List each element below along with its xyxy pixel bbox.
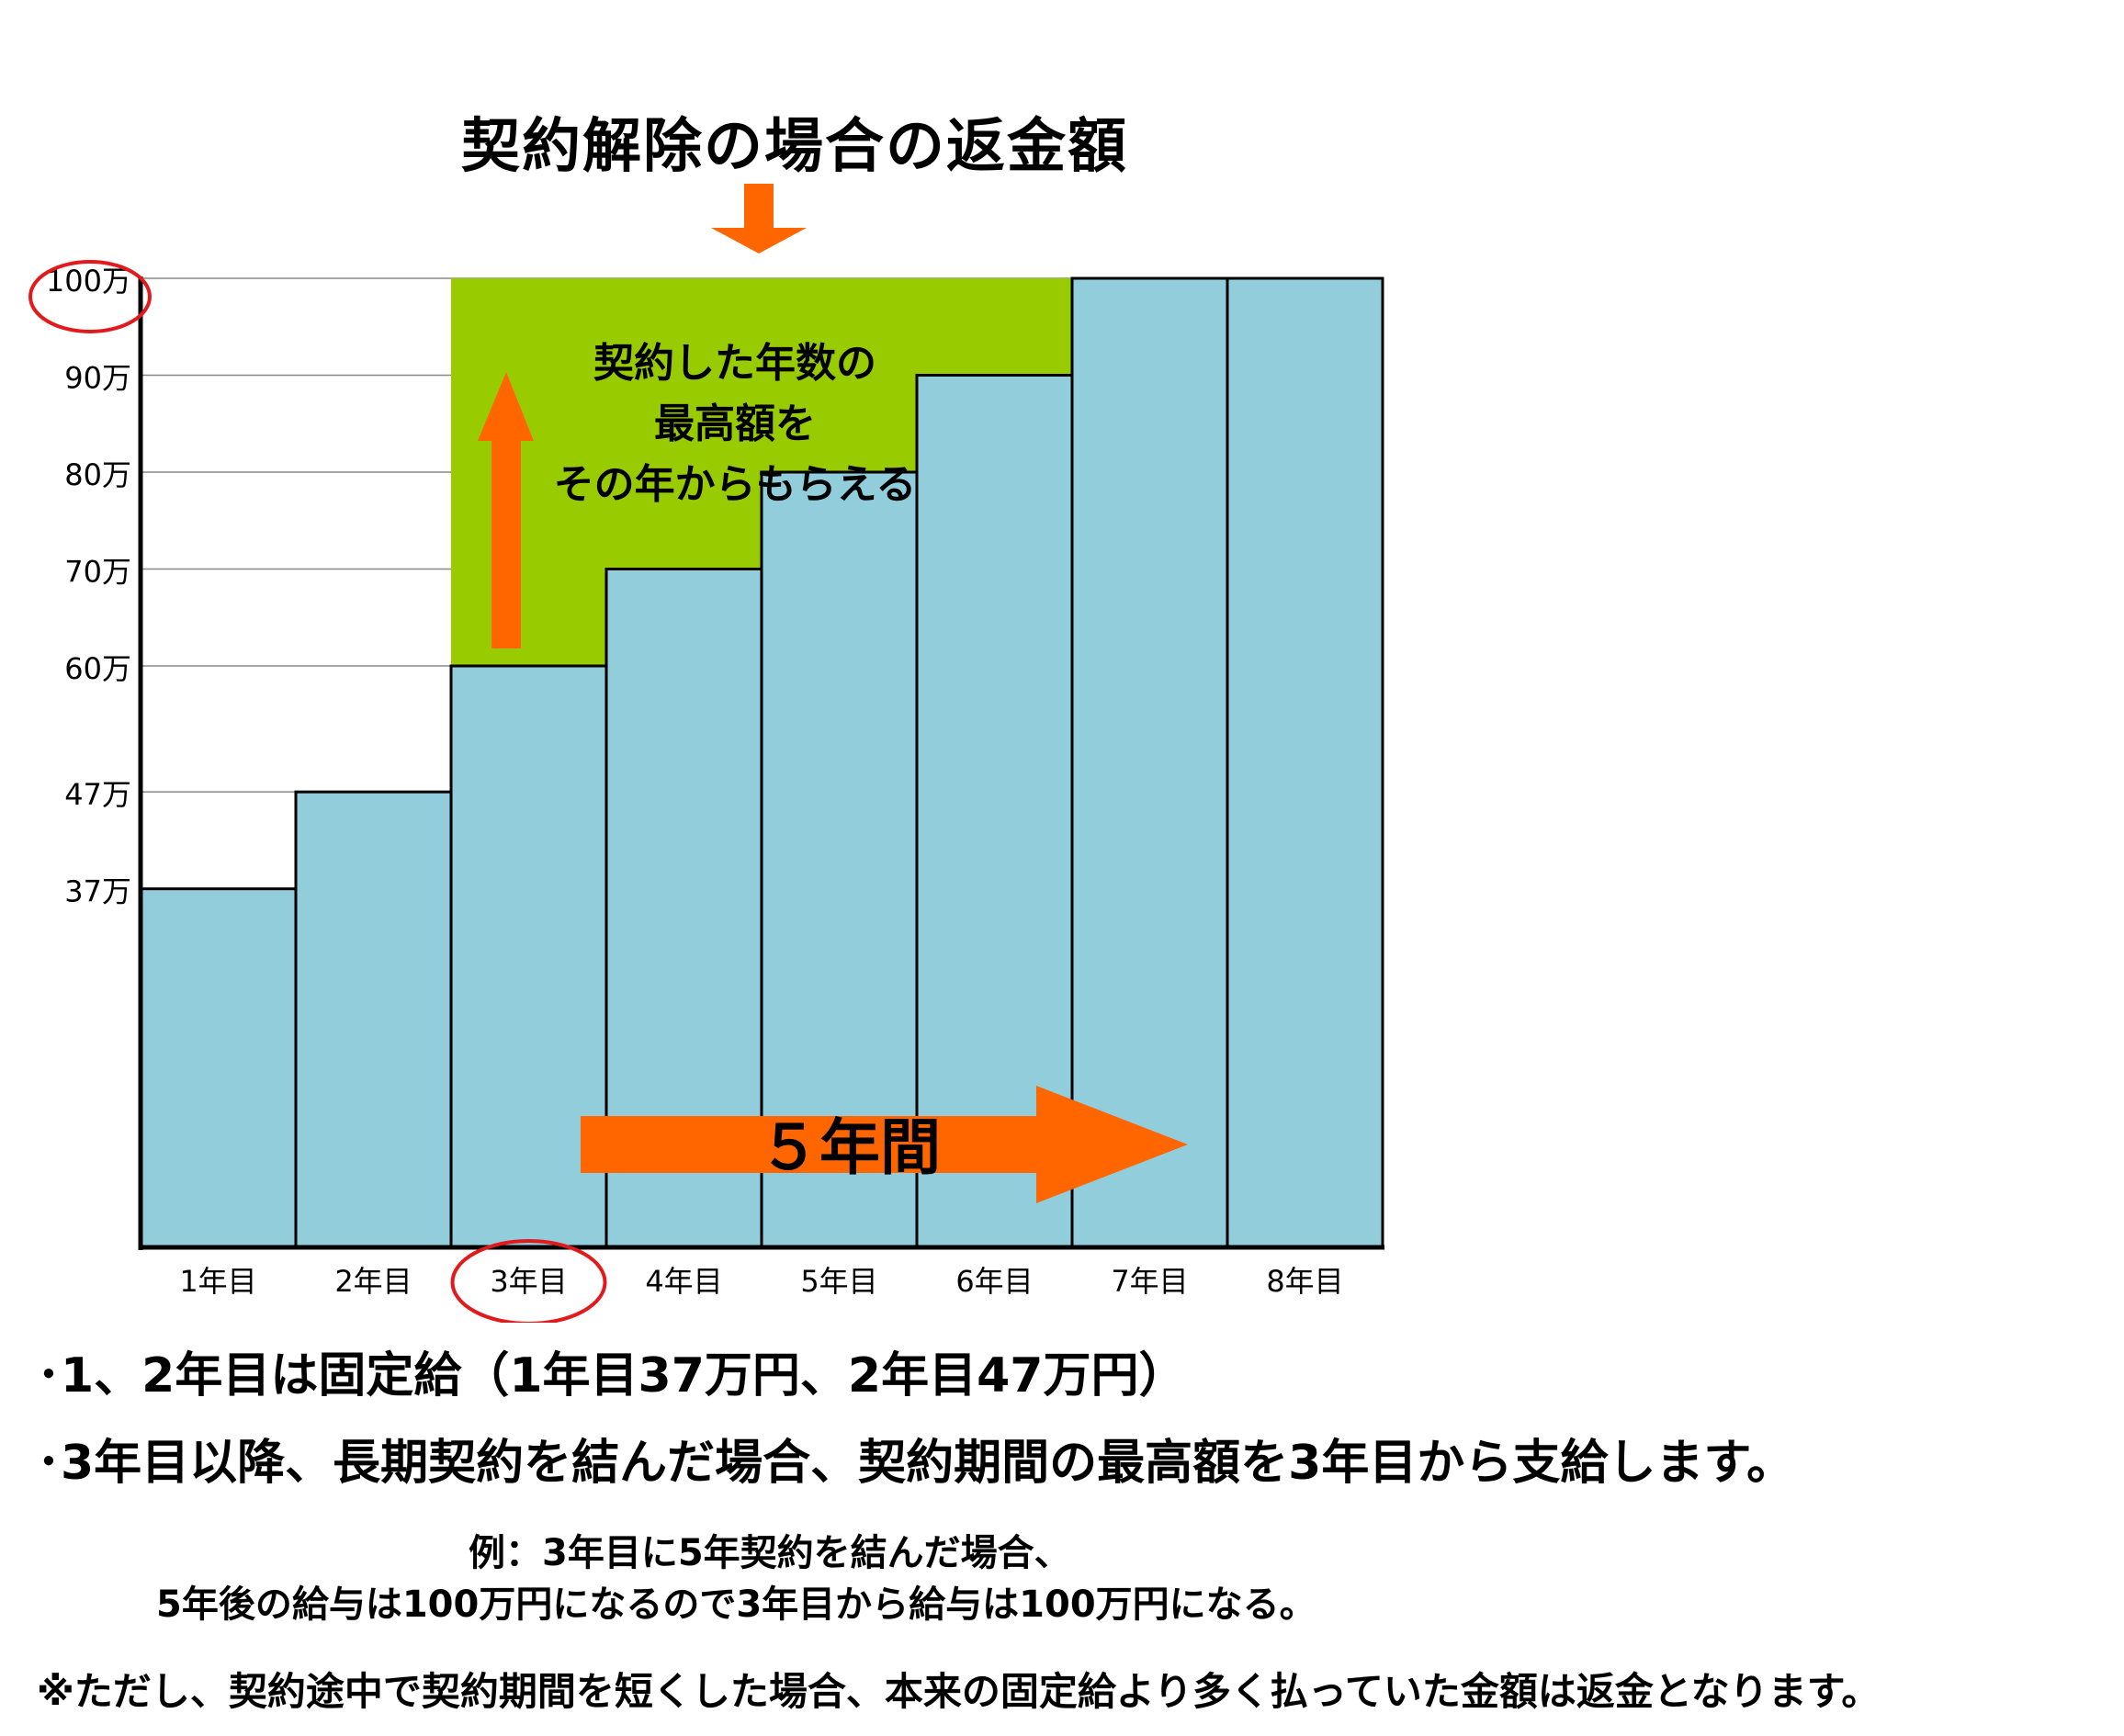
x-tick-labels: 1年目 2年目 3年目 4年目 5年目 6年目 7年目 8年目 xyxy=(179,1264,1343,1299)
note-fixed-salary: ･1、2年目は固定給（1年目37万円、2年目47万円） xyxy=(37,1348,1187,1403)
x-tick-label: 6年目 xyxy=(955,1264,1033,1299)
y-tick-labels: 37万 47万 60万 70万 80万 90万 100万 xyxy=(46,264,131,909)
x-tick-label: 4年目 xyxy=(645,1264,722,1299)
up-arrow-icon xyxy=(478,372,534,648)
x-tick-label: 1年目 xyxy=(179,1264,256,1299)
x-tick-label: 3年目 xyxy=(490,1264,567,1299)
x-tick-label: 8年目 xyxy=(1266,1264,1343,1299)
down-arrow-icon xyxy=(711,184,807,254)
note-refund: ※ただし、契約途中で契約期間を短くした場合、本来の固定給より多く払っていた金額は… xyxy=(37,1669,1881,1714)
y-tick-label: 90万 xyxy=(64,361,131,396)
bar xyxy=(1226,276,1384,1249)
circle-100man xyxy=(28,260,152,333)
axes xyxy=(138,276,1384,1250)
x-tick-label: 7年目 xyxy=(1111,1264,1188,1299)
highlight-annotation-line: その年からもらえる xyxy=(554,461,917,508)
bar xyxy=(139,887,298,1249)
bar xyxy=(1070,276,1229,1249)
y-tick-label: 80万 xyxy=(64,457,131,492)
highlight-circles xyxy=(28,260,607,1323)
y-tick-label: 70万 xyxy=(64,555,131,590)
bar xyxy=(449,664,608,1249)
y-tick-label: 37万 xyxy=(64,874,131,909)
chart-title: 契約解除の場合の返金額 xyxy=(461,113,1128,181)
right-arrow-icon xyxy=(581,1086,1188,1203)
x-tick-label: 5年目 xyxy=(800,1264,877,1299)
x-tick-label: 2年目 xyxy=(334,1264,412,1299)
bar xyxy=(294,790,453,1249)
note-long-contract: ･3年目以降、長期契約を結んだ場合、契約期間の最高額を3年目から支給します。 xyxy=(37,1436,1795,1491)
y-tick-label: 47万 xyxy=(64,777,131,812)
highlight-annotation-line: 契約した年数の xyxy=(593,340,876,387)
period-arrow-label: ５年間 xyxy=(759,1112,941,1183)
highlight-annotation: 契約した年数の最高額をその年からもらえる xyxy=(554,340,917,508)
bar-chart: 契約した年数の最高額をその年からもらえる ５年間 37万 47万 60万 70万 80万… xyxy=(28,184,1384,1323)
circle-year3 xyxy=(450,1239,607,1323)
example-line-2: 5年後の給与は100万円になるので3年目から給与は100万円になる。 xyxy=(156,1584,1316,1626)
y-tick-label: 100万 xyxy=(46,264,131,299)
y-tick-label: 60万 xyxy=(64,651,131,686)
example-line-1: 例：3年目に5年契約を結んだ場合、 xyxy=(469,1532,1071,1574)
highlight-annotation-line: 最高額を xyxy=(654,400,816,447)
